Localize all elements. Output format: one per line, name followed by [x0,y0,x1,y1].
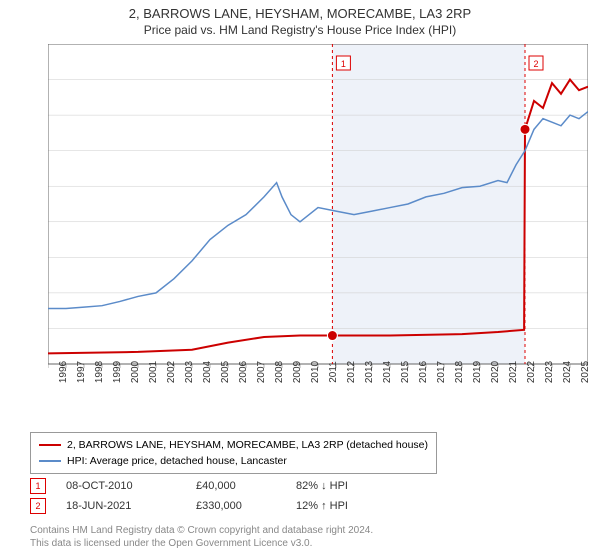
chart: £0£50K£100K£150K£200K£250K£300K£350K£400… [48,44,588,394]
svg-text:2020: 2020 [490,360,501,383]
legend-item: 2, BARROWS LANE, HEYSHAM, MORECAMBE, LA3… [39,437,428,453]
footer-line2: This data is licensed under the Open Gov… [30,537,373,550]
svg-text:1998: 1998 [94,360,105,383]
svg-text:2008: 2008 [274,360,285,383]
chart-title: 2, BARROWS LANE, HEYSHAM, MORECAMBE, LA3… [0,6,600,21]
chart-subtitle: Price paid vs. HM Land Registry's House … [0,23,600,37]
svg-text:2015: 2015 [400,360,411,383]
svg-text:2017: 2017 [436,360,447,383]
legend-item: HPI: Average price, detached house, Lanc… [39,453,428,469]
svg-text:2006: 2006 [238,360,249,383]
svg-text:1996: 1996 [58,360,69,383]
svg-text:2010: 2010 [310,360,321,383]
footer-line1: Contains HM Land Registry data © Crown c… [30,524,373,537]
svg-text:2019: 2019 [472,360,483,383]
legend: 2, BARROWS LANE, HEYSHAM, MORECAMBE, LA3… [30,432,437,474]
event-price: £330,000 [196,500,276,512]
svg-text:2004: 2004 [202,360,213,383]
svg-text:2: 2 [533,59,538,69]
legend-swatch [39,444,61,446]
svg-text:1997: 1997 [76,360,87,383]
svg-text:2018: 2018 [454,360,465,383]
svg-text:1: 1 [341,59,346,69]
svg-text:2014: 2014 [382,360,393,383]
event-date: 08-OCT-2010 [66,480,176,492]
event-date: 18-JUN-2021 [66,500,176,512]
event-marker: 1 [30,478,46,494]
event-row: 1 08-OCT-2010 £40,000 82% ↓ HPI [30,478,396,494]
footer-attribution: Contains HM Land Registry data © Crown c… [30,524,373,550]
svg-text:2005: 2005 [220,360,231,383]
svg-text:1999: 1999 [112,360,123,383]
event-delta: 82% ↓ HPI [296,480,396,492]
legend-label: HPI: Average price, detached house, Lanc… [67,453,287,469]
svg-text:2024: 2024 [562,360,573,383]
event-row: 2 18-JUN-2021 £330,000 12% ↑ HPI [30,498,396,514]
svg-text:2011: 2011 [328,361,339,383]
legend-label: 2, BARROWS LANE, HEYSHAM, MORECAMBE, LA3… [67,437,428,453]
legend-swatch [39,460,61,462]
svg-text:2000: 2000 [130,360,141,383]
event-marker: 2 [30,498,46,514]
event-price: £40,000 [196,480,276,492]
event-table: 1 08-OCT-2010 £40,000 82% ↓ HPI 2 18-JUN-2021… [30,478,396,518]
svg-text:2016: 2016 [418,360,429,383]
svg-text:2023: 2023 [544,360,555,383]
svg-text:2013: 2013 [364,360,375,383]
svg-text:2025: 2025 [580,360,588,383]
svg-text:2002: 2002 [166,360,177,383]
svg-text:2007: 2007 [256,360,267,383]
svg-text:1995: 1995 [48,360,51,383]
svg-text:2003: 2003 [184,360,195,383]
svg-text:2021: 2021 [508,360,519,383]
svg-text:2009: 2009 [292,360,303,383]
svg-text:2022: 2022 [526,360,537,383]
event-delta: 12% ↑ HPI [296,500,396,512]
svg-text:2012: 2012 [346,360,357,383]
svg-text:2001: 2001 [148,360,159,383]
